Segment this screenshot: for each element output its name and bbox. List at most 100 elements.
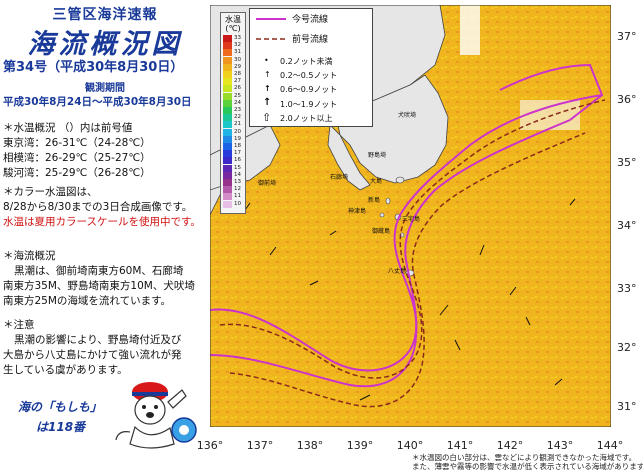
place-label: 御前埼 bbox=[258, 180, 277, 187]
legend-swatch-label: 25 bbox=[234, 92, 241, 99]
legend-swatch-label: 31 bbox=[234, 49, 241, 56]
island-niijima bbox=[385, 197, 391, 205]
legend-swatch-label: 29 bbox=[234, 63, 241, 70]
map-note: ＊水温図の白い部分は、雲などにより観測できなかった海域です。 bbox=[412, 453, 637, 462]
legend-swatch-label: 32 bbox=[234, 42, 241, 49]
speed-label: 1.0～1.9ノット bbox=[280, 100, 338, 109]
legend-swatch-label: 26 bbox=[234, 85, 241, 92]
current-line: 黒潮は、御前埼南東方60M、石廊埼 bbox=[14, 265, 184, 277]
legend-swatch bbox=[223, 150, 232, 158]
legend-swatch-label: 15 bbox=[234, 164, 241, 171]
arrow-icon: ↑ bbox=[264, 84, 271, 93]
legend-swatch bbox=[223, 121, 232, 129]
place-label: 新島 bbox=[368, 197, 381, 204]
legend-swatch bbox=[223, 92, 232, 100]
legend-swatch bbox=[223, 49, 232, 57]
bold-arrow-icon: ↑ bbox=[263, 97, 272, 108]
island-kozushima bbox=[379, 212, 385, 218]
cloud-area bbox=[520, 100, 580, 130]
current-line: 南東方35M、野島埼南東方10M、犬吠埼 bbox=[3, 280, 195, 292]
issue-number: 第34号（平成30年8月30日） bbox=[3, 60, 184, 75]
legend-swatch-label: 24 bbox=[234, 99, 241, 106]
legend-swatch-label: 17 bbox=[234, 150, 241, 157]
observation-period: 平成30年8月24日～平成30年8月30日 bbox=[3, 96, 192, 108]
legend-swatch bbox=[223, 193, 232, 201]
current-line: 南東方25Mの海域を流れています。 bbox=[3, 295, 172, 307]
latitude-label: 31° bbox=[617, 400, 637, 413]
longitude-label: 142° bbox=[496, 439, 524, 452]
legend-swatch-label: 30 bbox=[234, 56, 241, 63]
legend-swatch-label: 20 bbox=[234, 128, 241, 135]
latitude-label: 34° bbox=[617, 219, 637, 232]
legend-swatch bbox=[223, 135, 232, 143]
color-note-line: 8/28から8/30までの3日合成画像です。 bbox=[3, 201, 193, 213]
legend-swatch bbox=[223, 114, 232, 122]
slogan-line: は118番 bbox=[36, 420, 86, 434]
current-streamline-current bbox=[210, 94, 603, 372]
legend-swatch bbox=[223, 85, 232, 93]
speed-label: 0.2～0.5ノット bbox=[280, 71, 338, 80]
page-title: 海流概況図 bbox=[27, 29, 183, 60]
temperature-legend: 水温 (℃) 33 32 31 30 29 28 27 26 25 24 23 22 21 20 19 18 17… bbox=[220, 12, 246, 214]
legend-swatch-label: 11 bbox=[234, 193, 241, 200]
place-label: 三宅島 bbox=[402, 216, 421, 223]
cloud-area bbox=[460, 5, 480, 55]
legend-swatch bbox=[223, 143, 232, 150]
water-temp-heading: ＊水温概況 （）内は前号値 bbox=[3, 122, 133, 134]
water-temp-row: 駿河湾：25-29℃（26-28℃） bbox=[3, 167, 151, 179]
current-arrows bbox=[244, 198, 576, 401]
legend-swatch bbox=[223, 78, 232, 86]
legend-swatch-label: 19 bbox=[234, 135, 241, 142]
island-oshima bbox=[395, 176, 405, 184]
legend-swatch bbox=[223, 71, 232, 78]
legend-swatch-label: 10 bbox=[234, 200, 241, 207]
caution-line: 生している虞があります。 bbox=[3, 364, 128, 376]
legend-swatch-label: 16 bbox=[234, 157, 241, 164]
legend-swatch bbox=[223, 200, 232, 208]
legend-swatch bbox=[223, 63, 232, 71]
legend-swatch-label: 18 bbox=[234, 143, 241, 149]
place-label: 御蔵島 bbox=[372, 228, 391, 235]
water-temp-row: 相模湾：26-29℃（25-27℃） bbox=[3, 152, 151, 164]
current-legend: 今号流線 前号流線 • 0.2ノット未満 ↑ 0.2～0.5ノット ↑ 0.6～… bbox=[249, 8, 373, 127]
slogan-line: 海の「もしも」 bbox=[18, 400, 103, 414]
previous-line-icon bbox=[256, 38, 286, 40]
longitude-label: 138° bbox=[296, 439, 324, 452]
map-note: また、薄雲や霧等の影響で水温が低く表示されている海域があります。 bbox=[412, 462, 643, 471]
place-label: 八丈島 bbox=[388, 268, 407, 275]
observation-label: 観測期間 bbox=[85, 83, 125, 94]
legend-swatch-label: 21 bbox=[234, 121, 241, 128]
longitude-label: 144° bbox=[596, 439, 624, 452]
latitude-label: 35° bbox=[617, 156, 637, 169]
thin-arrow-icon: ↑ bbox=[264, 70, 271, 79]
longitude-label: 141° bbox=[446, 439, 474, 452]
current-line-icon bbox=[256, 18, 286, 20]
speed-label: 0.2ノット未満 bbox=[280, 57, 333, 66]
caution-heading: ＊注意 bbox=[3, 319, 35, 331]
longitude-label: 140° bbox=[396, 439, 424, 452]
info-panel: 三管区海洋速報 海流概況図 第34号（平成30年8月30日） 観測期間 平成30… bbox=[0, 0, 210, 470]
place-label: 犬吠埼 bbox=[398, 112, 417, 119]
longitude-label: 143° bbox=[546, 439, 574, 452]
longitude-label: 136° bbox=[196, 439, 224, 452]
speed-label: 2.0ノット以上 bbox=[280, 114, 333, 123]
latitude-label: 33° bbox=[617, 282, 637, 295]
legend-swatch bbox=[223, 171, 232, 179]
dot-icon: • bbox=[264, 56, 269, 65]
longitude-label: 137° bbox=[246, 439, 274, 452]
current-heading: ＊海流概況 bbox=[3, 250, 56, 262]
place-label: 神津島 bbox=[348, 208, 367, 215]
legend-swatch-label: 33 bbox=[234, 35, 241, 41]
legend-swatch bbox=[223, 128, 232, 136]
mascot-illustration bbox=[115, 382, 197, 449]
hollow-arrow-icon: ⇧ bbox=[262, 111, 272, 124]
current-streamline-current bbox=[499, 63, 604, 121]
longitude-label: 139° bbox=[346, 439, 374, 452]
legend-swatch-label: 28 bbox=[234, 71, 241, 77]
current-line-label: 今号流線 bbox=[292, 15, 329, 25]
color-note-warning: 水温は夏用カラースケールを使用中です。 bbox=[3, 216, 201, 228]
org-name: 三管区海洋速報 bbox=[52, 7, 158, 23]
current-streamline-current bbox=[210, 119, 571, 388]
legend-swatch-label: 12 bbox=[234, 186, 241, 193]
latitude-label: 37° bbox=[617, 30, 637, 43]
